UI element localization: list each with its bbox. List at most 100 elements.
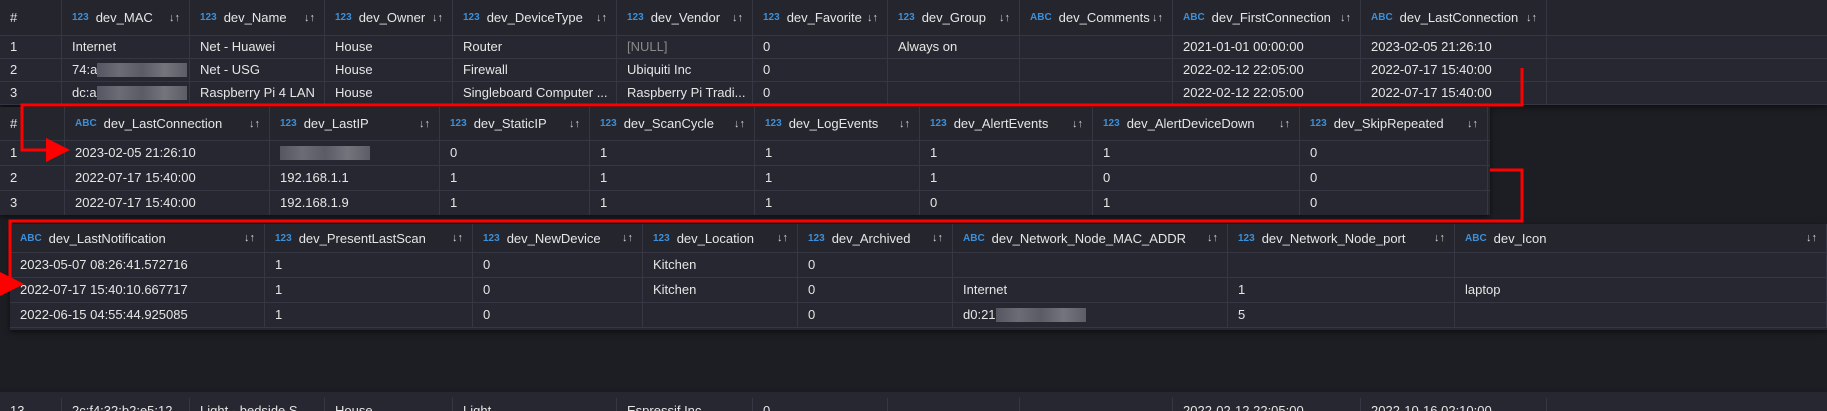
table-cell[interactable]: 2022-06-15 04:55:44.925085 [10,302,265,327]
table-cell[interactable]: 1 [265,277,473,302]
table-cell[interactable]: 0 [798,277,953,302]
table-cell[interactable]: 0 [1093,165,1300,190]
sort-icon[interactable]: ↓↑ [304,11,315,24]
column-header[interactable]: ABC dev_Comments ↓↑ [1020,0,1173,35]
column-header[interactable]: ABC dev_LastConnection ↓↑ [65,107,270,140]
column-header[interactable]: 123 dev_LogEvents ↓↑ [755,107,920,140]
table-cell[interactable]: 1 [590,140,755,165]
table-cell[interactable]: 1 [265,252,473,277]
table-cell[interactable]: 2023-05-07 08:26:41.572716 [10,252,265,277]
sort-icon[interactable]: ↓↑ [777,232,788,244]
sort-icon[interactable]: ↓↑ [1467,117,1478,130]
sort-icon[interactable]: ↓↑ [1806,232,1817,244]
table-cell[interactable]: 0 [753,35,888,58]
column-header[interactable]: # [0,0,62,35]
table-cell[interactable]: dc:a [62,81,190,104]
column-header[interactable]: 123 dev_NewDevice ↓↑ [473,224,643,252]
table-cell[interactable] [888,58,1020,81]
sort-icon[interactable]: ↓↑ [732,11,743,24]
table-cell[interactable]: 0 [753,81,888,104]
table-cell[interactable]: House [325,58,453,81]
table-cell[interactable]: 192.168.1.1 [270,165,440,190]
table-cell[interactable]: House [325,398,453,411]
table-row[interactable]: 2022-07-17 15:40:10.667717 1 0 Kitchen 0 Inte… [10,277,1827,303]
table-cell[interactable]: 1 [755,140,920,165]
table-cell[interactable]: 192.168.1.9 [270,190,440,215]
column-header[interactable]: 123 dev_AlertEvents ↓↑ [920,107,1093,140]
table-cell[interactable] [1020,81,1173,104]
table-cell[interactable]: 1 [920,165,1093,190]
sort-icon[interactable]: ↓↑ [622,232,633,244]
sort-icon[interactable]: ↓↑ [1072,117,1083,130]
table-row[interactable]: 2023-05-07 08:26:41.572716 1 0 Kitchen 0 [10,252,1827,278]
column-header[interactable]: 123 dev_SkipRepeated ↓↑ [1300,107,1488,140]
table-cell[interactable]: 0 [473,252,643,277]
table-cell[interactable]: 2021-01-01 00:00:00 [1173,35,1361,58]
table-cell[interactable]: Singleboard Computer ... [453,81,617,104]
table-cell[interactable]: Internet [953,277,1228,302]
table-cell[interactable]: Net - Huawei [190,35,325,58]
table-row[interactable]: 3 dc:a Raspberry Pi 4 LAN House Singleboard … [0,81,1827,105]
sort-icon[interactable]: ↓↑ [169,11,180,24]
table-cell[interactable] [888,398,1020,411]
sort-icon[interactable]: ↓↑ [249,117,260,130]
table-cell[interactable] [270,140,440,165]
table-cell[interactable]: 1 [1093,190,1300,215]
sort-icon[interactable]: ↓↑ [1152,11,1163,24]
column-header[interactable]: ABC dev_Network_Node_MAC_ADDR ↓↑ [953,224,1228,252]
column-header[interactable]: 123 dev_Vendor ↓↑ [617,0,753,35]
table-cell[interactable]: 0 [440,140,590,165]
table-cell[interactable]: 3 [0,81,62,104]
column-header[interactable]: 123 dev_Favorite ↓↑ [753,0,888,35]
table-cell[interactable]: 0 [473,302,643,327]
table-cell[interactable]: 2022-10-16 02:10:00 [1361,398,1547,411]
table-cell[interactable]: laptop [1455,277,1827,302]
table-cell[interactable]: Raspberry Pi 4 LAN [190,81,325,104]
table-row[interactable]: 1 Internet Net - Huawei House Router [NULL] 0 A… [0,35,1827,59]
table-cell[interactable]: 1 [920,140,1093,165]
table-cell[interactable]: 0 [798,302,953,327]
table-cell[interactable]: 2022-02-12 22:05:00 [1173,58,1361,81]
table-cell[interactable]: 0 [920,190,1093,215]
table-cell[interactable]: 2022-07-17 15:40:00 [1361,58,1547,81]
column-header[interactable]: ABC dev_LastConnection ↓↑ [1361,0,1547,35]
table-cell[interactable]: 5 [1228,302,1455,327]
table-cell[interactable]: House [325,35,453,58]
sort-icon[interactable]: ↓↑ [1434,232,1445,244]
table-cell[interactable]: 0 [1300,165,1488,190]
sort-icon[interactable]: ↓↑ [452,232,463,244]
sort-icon[interactable]: ↓↑ [899,117,910,130]
table-cell[interactable]: 1 [0,35,62,58]
table-cell[interactable]: 2022-07-17 15:40:00 [65,165,270,190]
table-cell[interactable]: [NULL] [617,35,753,58]
column-header[interactable]: # [0,107,65,140]
table-cell[interactable]: 13 [0,398,62,411]
column-header[interactable]: 123 dev_ScanCycle ↓↑ [590,107,755,140]
table-cell[interactable]: Kitchen [643,277,798,302]
table-cell[interactable] [1455,302,1827,327]
table-cell[interactable]: Ubiquiti Inc [617,58,753,81]
table-row[interactable]: 2 2022-07-17 15:40:00 192.168.1.1 1 1 1 1 0 0 [0,165,1490,191]
column-header[interactable]: 123 dev_AlertDeviceDown ↓↑ [1093,107,1300,140]
sort-icon[interactable]: ↓↑ [932,232,943,244]
sort-icon[interactable]: ↓↑ [1279,117,1290,130]
table-cell[interactable] [953,252,1228,277]
table-cell[interactable]: 2022-07-17 15:40:10.667717 [10,277,265,302]
column-header[interactable]: 123 dev_DeviceType ↓↑ [453,0,617,35]
sort-icon[interactable]: ↓↑ [419,117,430,130]
table-cell[interactable]: 2 [0,165,65,190]
table-row[interactable]: 2022-06-15 04:55:44.925085 1 0 0 d0:21 5 [10,302,1827,328]
sort-icon[interactable]: ↓↑ [999,11,1010,24]
table-cell[interactable]: 2023-02-05 21:26:10 [65,140,270,165]
column-header[interactable]: 123 dev_StaticIP ↓↑ [440,107,590,140]
column-header[interactable]: ABC dev_LastNotification ↓↑ [10,224,265,252]
column-header[interactable]: 123 dev_LastIP ↓↑ [270,107,440,140]
table-cell[interactable]: 1 [0,140,65,165]
table-cell[interactable] [1020,58,1173,81]
table-cell[interactable]: 1 [755,190,920,215]
table-cell[interactable]: 1 [440,190,590,215]
table-cell[interactable]: 0 [473,277,643,302]
table-cell[interactable]: Raspberry Pi Tradi... [617,81,753,104]
table-cell[interactable]: Light [453,398,617,411]
table-cell[interactable]: 0 [1300,190,1488,215]
